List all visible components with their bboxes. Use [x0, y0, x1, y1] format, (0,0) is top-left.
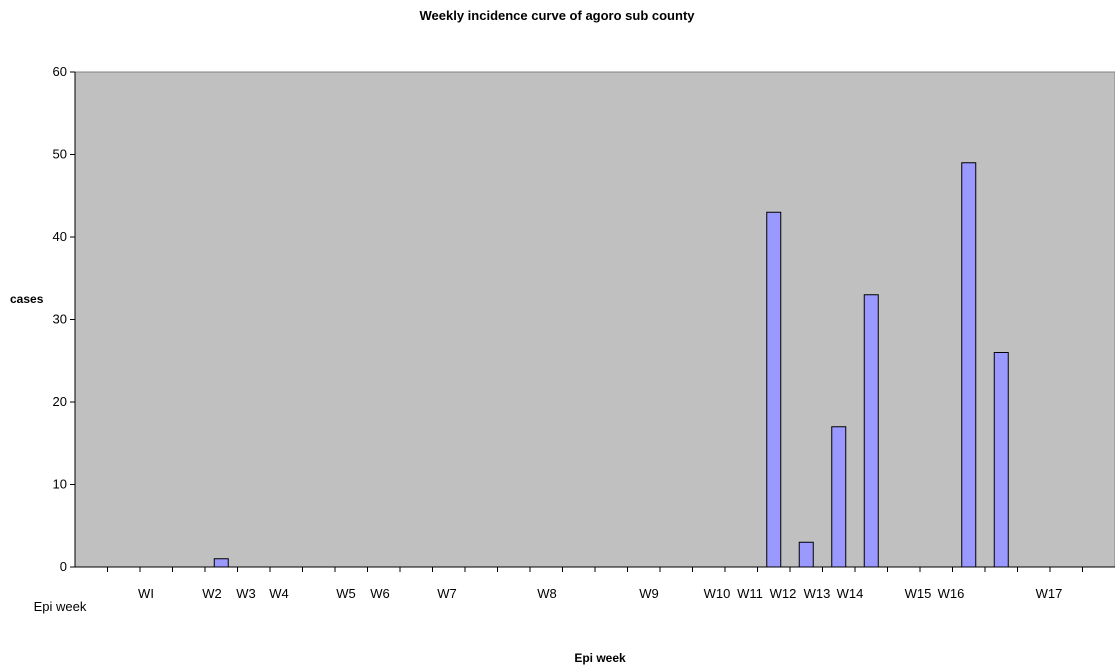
x-tick-label: W11 [737, 586, 763, 601]
x-tick-label: W7 [437, 586, 457, 601]
x-tick-label: W13 [804, 586, 831, 601]
x-tick-label: W8 [537, 586, 557, 601]
y-tick-label: 40 [53, 229, 67, 244]
y-tick-label: 20 [53, 394, 67, 409]
bar [961, 162, 977, 568]
x-tick-label: W4 [269, 586, 289, 601]
y-axis-title: cases [10, 292, 44, 306]
x-tick-label: Epi week [34, 599, 87, 614]
bar [863, 294, 879, 568]
chart-title: Weekly incidence curve of agoro sub coun… [420, 8, 696, 23]
y-tick-label: 60 [53, 64, 67, 79]
x-tick-label: W5 [336, 586, 356, 601]
y-tick-label: 30 [53, 312, 67, 327]
bar [766, 211, 782, 568]
x-tick-label: W2 [202, 586, 222, 601]
x-tick-label: W12 [770, 586, 797, 601]
x-tick-label: W17 [1036, 586, 1063, 601]
x-tick-label: W3 [236, 586, 256, 601]
x-tick-label: W9 [639, 586, 659, 601]
x-tick-label: W14 [837, 586, 864, 601]
bar [798, 541, 814, 568]
x-tick-label: W15 [905, 586, 932, 601]
y-tick-label: 50 [53, 147, 67, 162]
y-tick-label: 10 [53, 477, 67, 492]
bar [831, 426, 847, 568]
plot-area [74, 71, 1115, 568]
x-tick-label: WI [138, 586, 154, 601]
x-axis-title: Epi week [574, 651, 626, 665]
x-tick-label: W16 [938, 586, 965, 601]
y-tick-label: 0 [60, 559, 67, 574]
x-tick-label: W6 [370, 586, 390, 601]
bar [993, 352, 1009, 568]
bar [213, 558, 229, 568]
x-tick-label: W10 [704, 586, 731, 601]
